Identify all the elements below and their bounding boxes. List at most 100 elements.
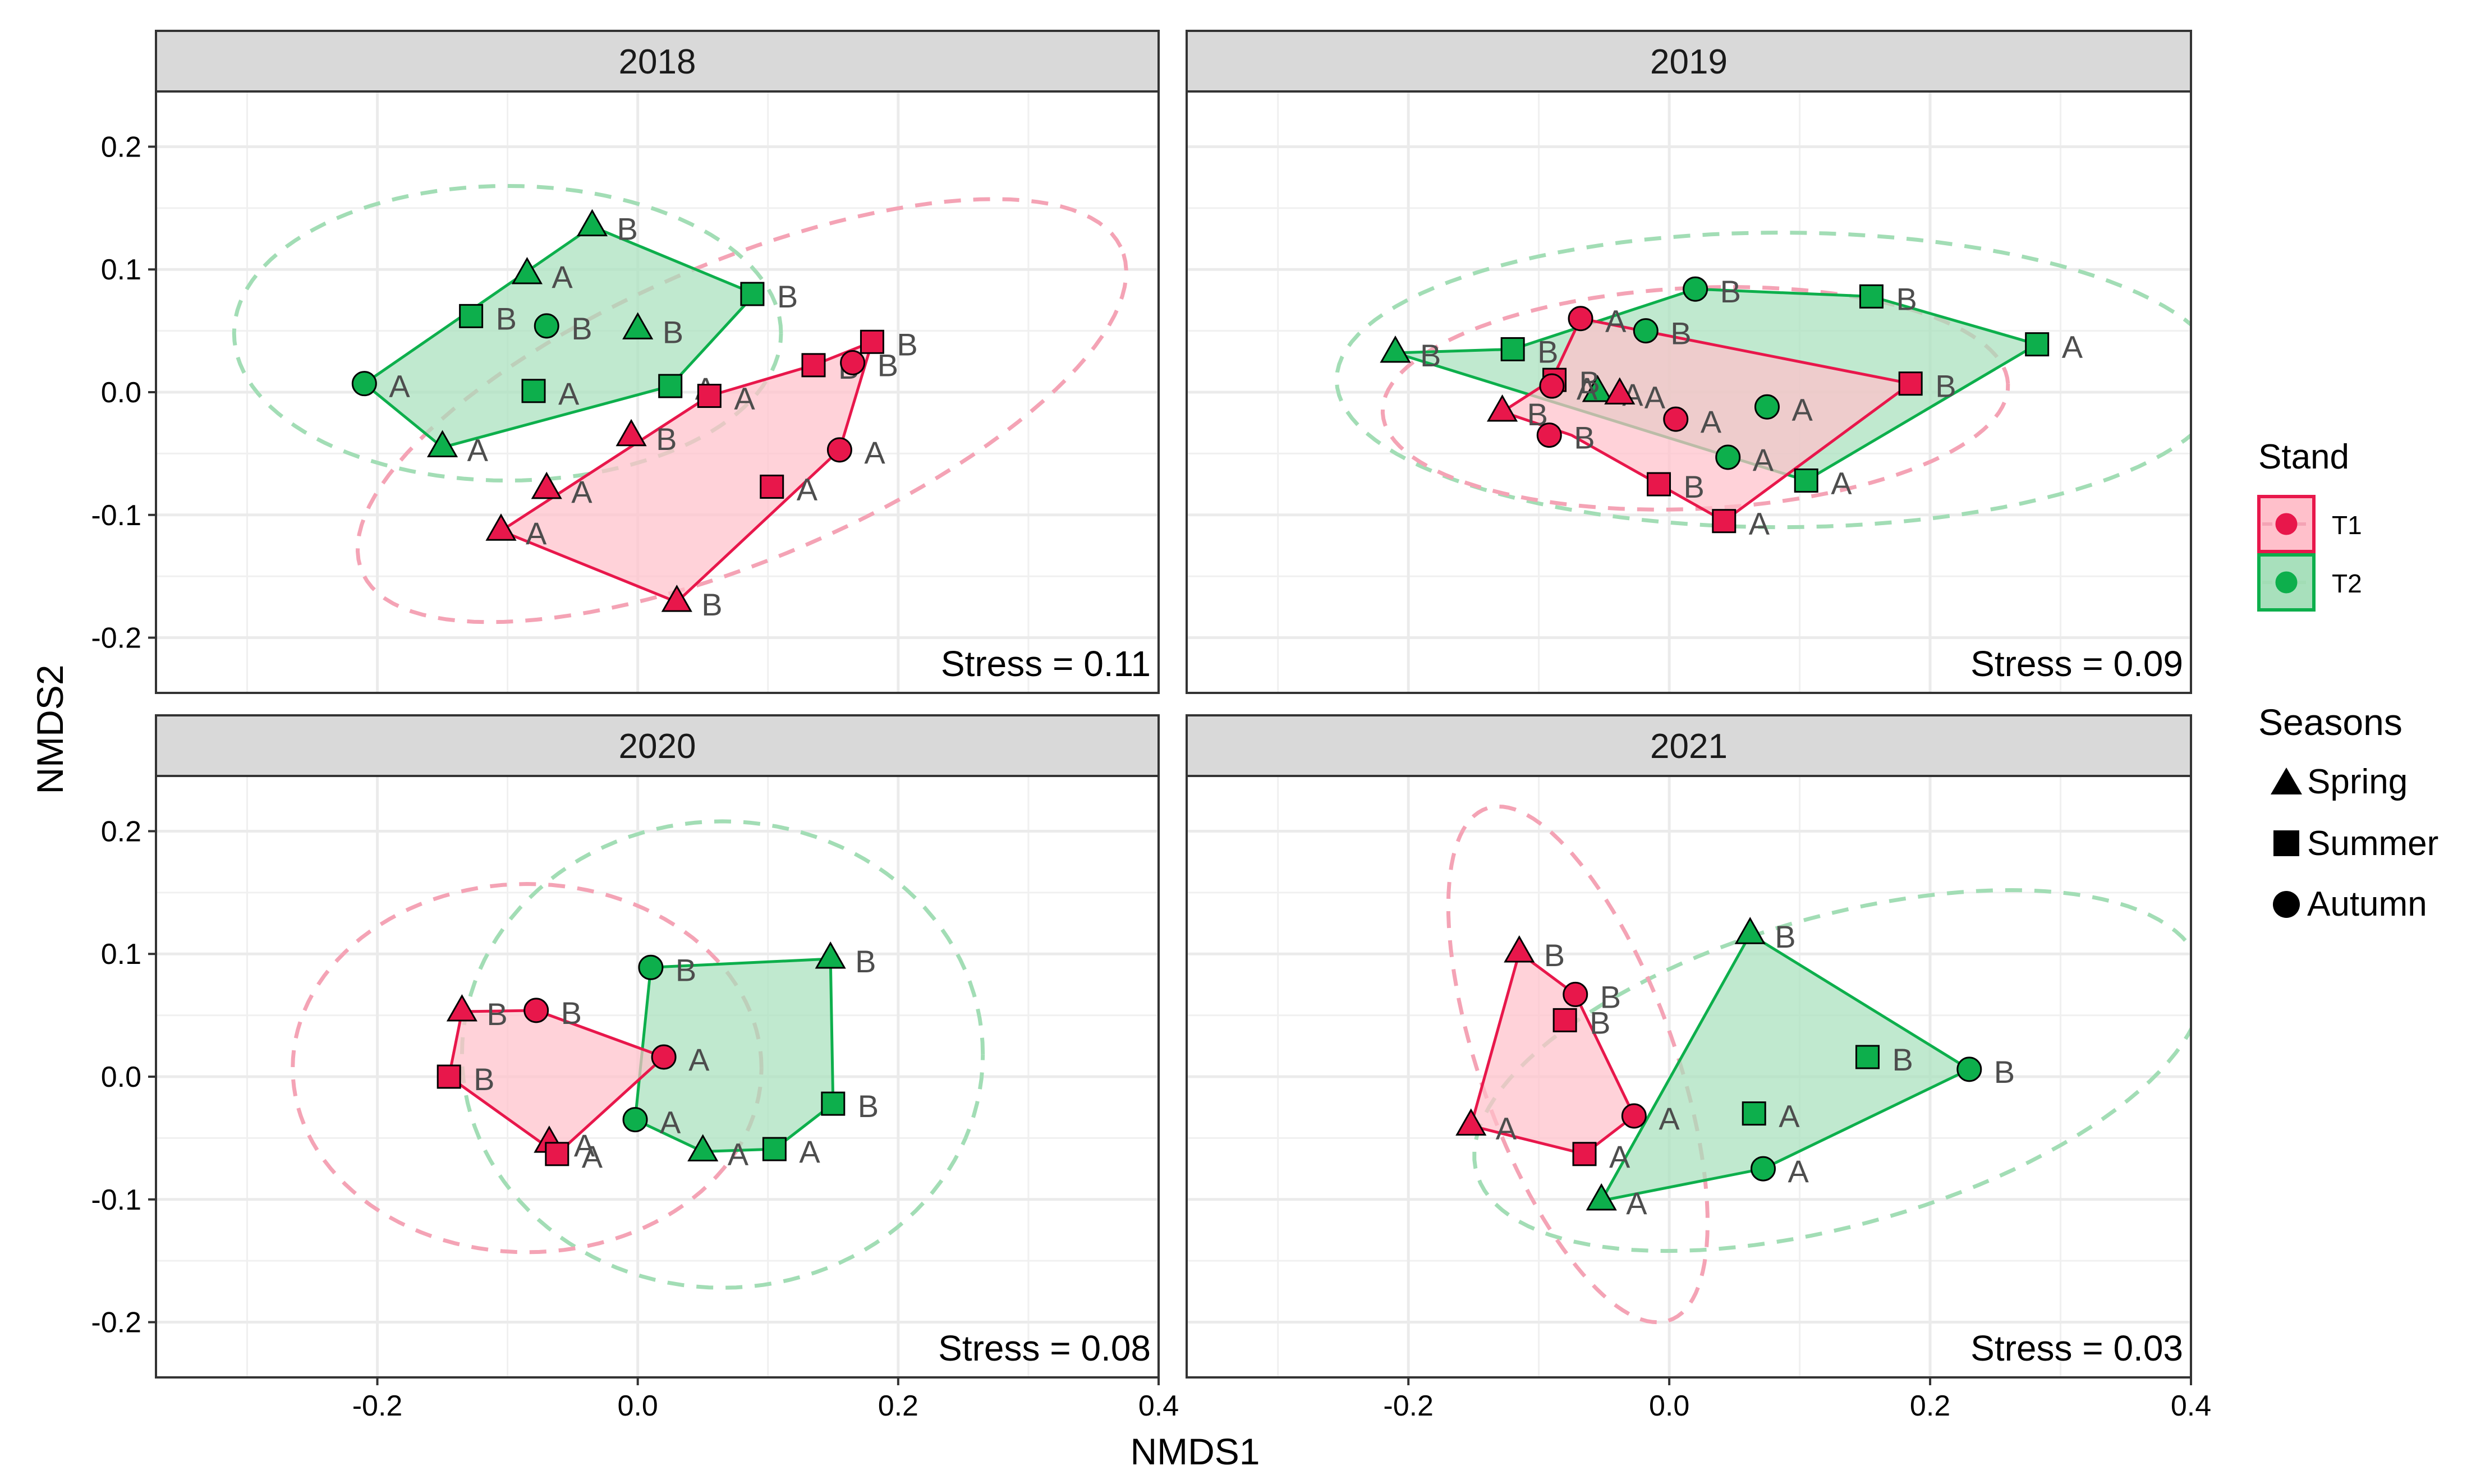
point-label: A [574, 1128, 595, 1163]
x-axis-title: NMDS1 [1130, 1431, 1260, 1472]
point-label: A [734, 381, 755, 416]
point-spring-T1 [615, 419, 647, 447]
point-label: A [526, 516, 547, 551]
point-label: A [1701, 404, 1722, 439]
point-label: A [1831, 466, 1852, 501]
point-spring-T1 [446, 994, 477, 1022]
point-label: A [1749, 506, 1770, 541]
point-label: B [1579, 365, 1600, 400]
legend-stand-title: Stand [2258, 438, 2349, 476]
facet-strip-label: 2020 [619, 727, 696, 766]
point-summer-T2 [740, 282, 765, 306]
y-tick-label: 0.2 [101, 815, 141, 848]
point-label: A [1609, 1139, 1630, 1174]
y-tick-label: -0.1 [91, 1184, 141, 1216]
point-summer-T2 [1500, 337, 1525, 361]
point-label: B [701, 587, 722, 622]
gridlines [1187, 776, 2191, 1377]
point-summer-T2 [521, 379, 546, 403]
ellipse-T1 [1446, 804, 1710, 1325]
facet-strip [155, 714, 1160, 777]
point-label: B [1574, 420, 1595, 456]
data-points: B A B A B A B A B A B A [437, 941, 879, 1174]
point-summer-T1 [760, 474, 784, 499]
point-spring-T2 [687, 1134, 719, 1161]
x-tick-label: -0.2 [1383, 1390, 1434, 1422]
point-label: A [582, 1139, 603, 1174]
point-label: B [486, 996, 507, 1032]
point-label: A [1577, 371, 1598, 406]
point-label: A [571, 474, 592, 509]
legend-key-t1 [2257, 495, 2316, 553]
legend-stand-t2-label: T2 [2332, 569, 2362, 598]
ellipse-T1 [291, 881, 764, 1255]
point-summer-T1 [545, 1142, 569, 1166]
legend: Stand T1 T2 Seasons Spring Summer Autumn [2257, 438, 2438, 924]
point-summer-T1 [1898, 371, 1923, 396]
point-label: B [897, 327, 917, 362]
point-summer-T2 [1742, 1101, 1766, 1126]
point-label: A [467, 432, 489, 467]
point-spring-T2 [426, 430, 458, 457]
point-label: B [1670, 316, 1691, 351]
point-label: A [688, 1042, 710, 1077]
point-autumn-T1 [1539, 373, 1565, 399]
ellipse-T2 [1472, 888, 2191, 1253]
point-summer-T2 [821, 1091, 846, 1116]
panel-2020: B A B A B A B A B A B A 2020 Stress = 0.08 -0.2 -0.1 0.0… [91, 714, 1179, 1422]
point-label: B [656, 421, 677, 457]
point-autumn-T2 [1715, 444, 1741, 470]
point-label: B [676, 952, 696, 987]
point-label: B [1590, 1005, 1610, 1040]
ellipse-T2 [1334, 231, 2191, 530]
point-spring-T2 [1734, 917, 1766, 944]
x-tick-label: 0.2 [1910, 1390, 1950, 1422]
legend-autumn-circle-icon [2273, 891, 2300, 918]
point-label: B [1544, 938, 1565, 973]
y-tick-label: -0.2 [91, 1307, 141, 1339]
point-spring-T1 [661, 585, 692, 612]
point-summer-T1 [1552, 1008, 1577, 1032]
facet-strip [155, 30, 1160, 93]
point-autumn-T1 [651, 1044, 677, 1070]
y-tick-label: 0.0 [101, 376, 141, 409]
point-label: A [552, 259, 573, 295]
point-summer-T1 [1712, 509, 1737, 534]
point-label: B [1892, 1042, 1913, 1077]
point-spring-T2 [1586, 1183, 1617, 1211]
x-tick-label: 0.4 [1138, 1390, 1179, 1422]
legend-key-t2 [2257, 553, 2316, 612]
point-label: B [561, 995, 582, 1031]
point-label: A [1659, 1101, 1680, 1136]
point-autumn-T1 [1663, 406, 1689, 432]
point-spring-T2 [1380, 335, 1411, 363]
point-autumn-T2 [534, 313, 559, 339]
y-tick-label: 0.1 [101, 254, 141, 286]
point-spring-T1 [531, 471, 562, 499]
x-tick-label: 0.0 [1649, 1390, 1689, 1422]
point-label: B [1420, 338, 1441, 373]
confidence-ellipses [1334, 231, 2191, 530]
point-label: A [558, 376, 580, 411]
point-autumn-T2 [1754, 394, 1780, 420]
point-label: A [728, 1136, 749, 1171]
y-tick-label: 0.1 [101, 938, 141, 971]
y-tick-label: 0.2 [101, 131, 141, 163]
data-points: BABABBAABABAABBBAABA [351, 209, 918, 622]
point-label: A [1788, 1154, 1809, 1189]
point-label: A [1791, 392, 1813, 427]
facet-strip [1186, 30, 2192, 93]
hull-T1 [447, 1009, 665, 1156]
data-points: B A B A B A B A B A B A [1455, 917, 2015, 1221]
x-tick-label: 0.4 [2171, 1390, 2211, 1422]
y-axis-title: NMDS2 [29, 664, 71, 794]
x-tick-label: -0.2 [352, 1390, 403, 1422]
confidence-ellipses [291, 819, 985, 1290]
point-label: B [474, 1062, 494, 1097]
point-spring-T2 [815, 941, 846, 969]
point-label: A [389, 369, 410, 404]
gridlines [1187, 91, 2191, 693]
point-autumn-T2 [351, 371, 377, 397]
y-tick-label: 0.0 [101, 1061, 141, 1094]
